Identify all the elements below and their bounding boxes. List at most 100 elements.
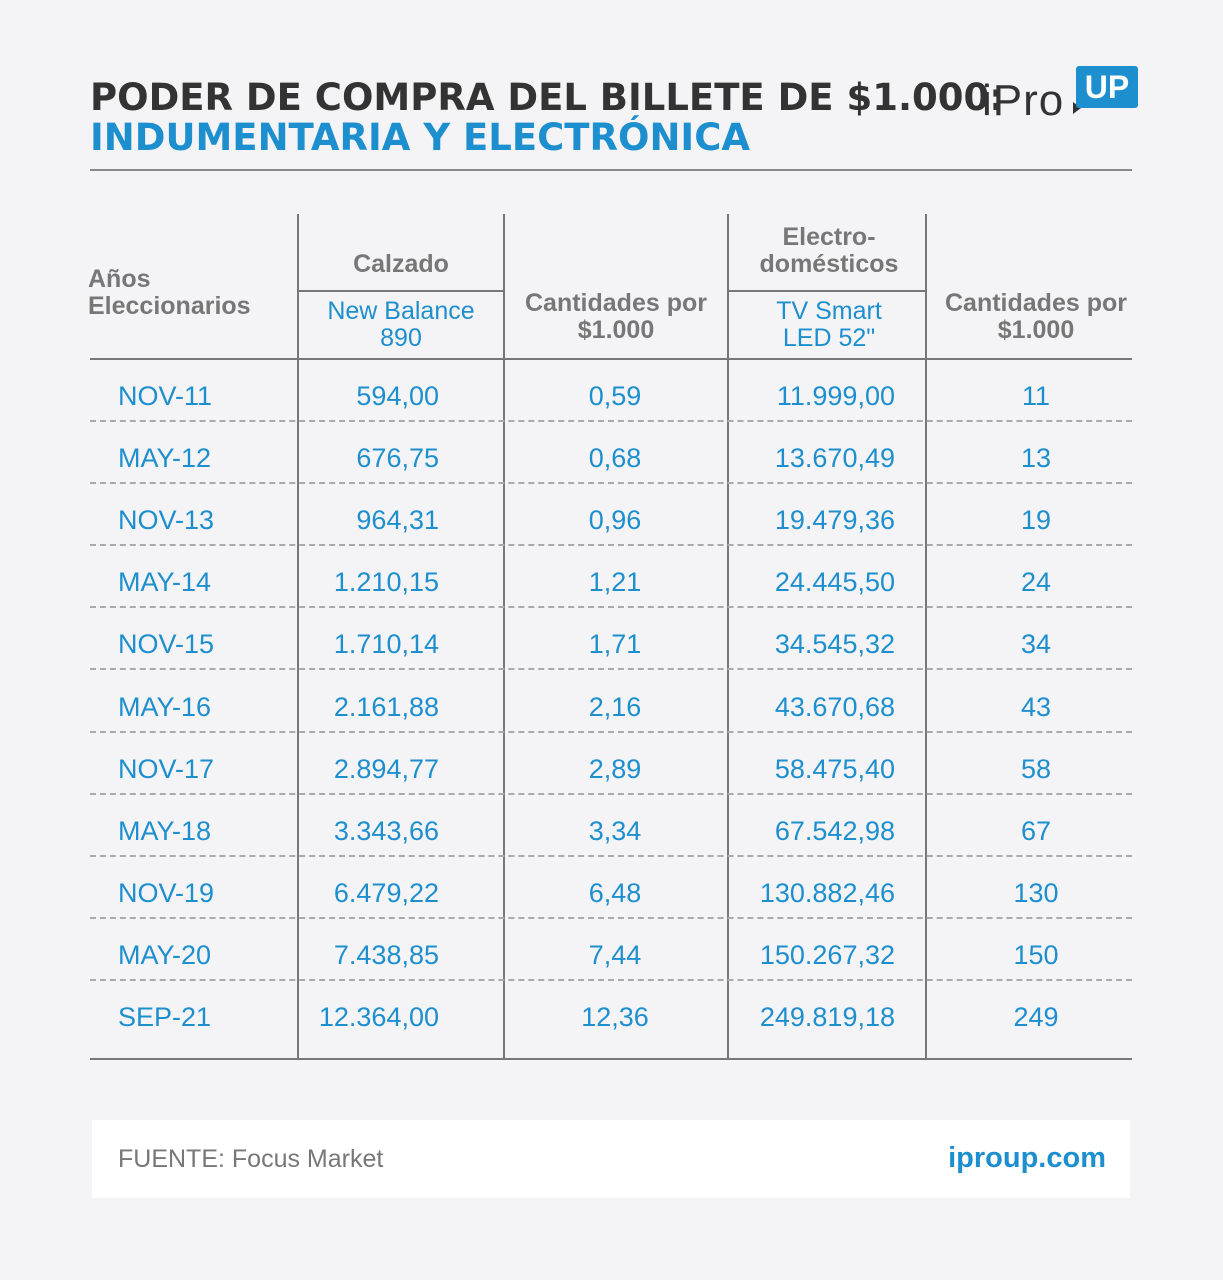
title-line-2: INDUMENTARIA Y ELECTRÓNICA (90, 116, 750, 159)
header-calzado: Calzado (353, 250, 449, 278)
table-row: SEP-21 12.364,00 12,36 249.819,18 249 (90, 981, 1132, 1043)
year-cell: MAY-12 (118, 443, 212, 474)
tv-qty-cell: 67 (1020, 815, 1052, 846)
calzado-price-cell: 1.710,14 (333, 629, 439, 660)
tv-price-cell: 150.267,32 (759, 939, 895, 970)
table-row: MAY-20 7.438,85 7,44 150.267,32 150 (90, 919, 1132, 981)
site-link[interactable]: iproup.com (948, 1142, 1106, 1174)
calzado-price-cell: 964,31 (356, 505, 439, 536)
header-cantidades-2: Cantidades por $1.000 (945, 289, 1127, 344)
table-row: NOV-15 1.710,14 1,71 34.545,32 34 (90, 608, 1132, 671)
calzado-qty-cell: 0,96 (588, 505, 642, 536)
year-cell: NOV-13 (118, 505, 215, 536)
tv-qty-cell: 34 (1020, 629, 1052, 660)
table-row: NOV-17 2.894,77 2,89 58.475,40 58 (90, 733, 1132, 795)
row-divider (90, 420, 1132, 422)
column-divider (297, 214, 299, 1060)
logo-badge: UP (1076, 66, 1138, 108)
calzado-qty-cell: 2,16 (588, 691, 642, 722)
tv-price-cell: 13.670,49 (774, 443, 895, 474)
row-divider (90, 978, 1132, 981)
calzado-price-cell: 594,00 (356, 381, 439, 411)
tv-qty-cell: 249 (1013, 1002, 1059, 1032)
tv-price-cell: 11.999,00 (776, 381, 895, 411)
header-electrodomesticos: Electro-domésticos (759, 223, 899, 278)
row-divider (90, 482, 1132, 485)
calzado-price-cell: 7.438,85 (333, 939, 439, 970)
table-row: NOV-19 6.479,22 6,48 130.882,46 130 (90, 857, 1132, 919)
row-divider (90, 854, 1132, 857)
tv-price-cell: 24.445,50 (774, 567, 895, 598)
row-divider (90, 730, 1132, 733)
page-title: PODER DE COMPRA DEL BILLETE DE $1.000: I… (90, 78, 1004, 158)
year-cell: MAY-14 (118, 567, 212, 598)
calzado-price-cell: 3.343,66 (333, 815, 439, 846)
header-new-balance: New Balance 890 (327, 297, 475, 352)
calzado-qty-cell: 3,34 (588, 815, 642, 846)
year-cell: MAY-16 (118, 691, 212, 722)
table-row: NOV-13 964,31 0,96 19.479,36 19 (90, 484, 1132, 547)
calzado-qty-cell: 7,44 (588, 939, 642, 970)
calzado-qty-cell: 2,89 (588, 753, 642, 784)
column-divider (925, 214, 927, 1060)
row-divider (90, 916, 1132, 919)
row-divider (90, 668, 1132, 671)
tv-qty-cell: 43 (1020, 691, 1052, 722)
title-line-1: PODER DE COMPRA DEL BILLETE DE $1.000: (90, 76, 1005, 119)
header-tv-smart: TV Smart LED 52" (776, 297, 882, 352)
calzado-price-cell: 2.161,88 (333, 691, 439, 722)
calzado-price-cell: 2.894,77 (333, 753, 439, 784)
tv-price-cell: 58.475,40 (774, 753, 895, 784)
data-table: Años Eleccionarios Calzado New Balance 8… (88, 214, 1132, 1060)
tv-price-cell: 19.479,36 (774, 505, 895, 536)
header-group-divider (299, 290, 503, 292)
row-divider (90, 792, 1132, 795)
header-divider (90, 358, 1132, 360)
tv-qty-cell: 58 (1020, 753, 1052, 784)
calzado-qty-cell: 1,21 (588, 567, 642, 598)
source-note: FUENTE: Focus Market (118, 1145, 384, 1173)
calzado-price-cell: 1.210,15 (333, 567, 439, 598)
logo-pin-icon (1073, 102, 1081, 114)
tv-qty-cell: 13 (1020, 443, 1052, 474)
tv-price-cell: 249.819,18 (759, 1002, 895, 1032)
year-cell: MAY-18 (118, 815, 212, 846)
tv-price-cell: 130.882,46 (759, 877, 895, 908)
row-divider (90, 606, 1132, 609)
tv-qty-cell: 24 (1020, 567, 1052, 598)
header-years: Años Eleccionarios (88, 265, 251, 320)
tv-qty-cell: 11 (1021, 381, 1051, 411)
column-divider (727, 214, 729, 1060)
calzado-qty-cell: 1,71 (588, 629, 642, 660)
footer: FUENTE: Focus Market iproup.com (92, 1120, 1130, 1198)
logo-text: iPro (982, 76, 1065, 125)
table-row: NOV-11 594,00 0,59 11.999,00 11 (90, 360, 1132, 422)
calzado-qty-cell: 6,48 (588, 877, 642, 908)
tv-qty-cell: 130 (1013, 877, 1059, 908)
tv-price-cell: 67.542,98 (774, 815, 895, 846)
tv-price-cell: 34.545,32 (774, 629, 895, 660)
table-row: MAY-14 1.210,15 1,21 24.445,50 24 (90, 546, 1132, 609)
table-row: MAY-18 3.343,66 3,34 67.542,98 67 (90, 795, 1132, 857)
year-cell: SEP-21 (118, 1002, 212, 1032)
table-bottom-rule (90, 1058, 1132, 1060)
title-divider (90, 169, 1132, 171)
year-cell: NOV-15 (118, 629, 215, 660)
iproup-logo: iPro UP (982, 66, 1142, 126)
header-cantidades-1: Cantidades por $1.000 (525, 289, 707, 344)
tv-qty-cell: 19 (1020, 505, 1052, 536)
year-cell: NOV-17 (118, 753, 215, 784)
year-cell: NOV-11 (118, 381, 213, 411)
column-divider (503, 214, 505, 1060)
year-cell: MAY-20 (118, 939, 212, 970)
calzado-qty-cell: 0,59 (588, 381, 642, 411)
year-cell: NOV-19 (118, 877, 215, 908)
row-divider (90, 544, 1132, 547)
tv-qty-cell: 150 (1013, 939, 1059, 970)
table-row: MAY-12 676,75 0,68 13.670,49 13 (90, 422, 1132, 485)
header-group-divider (729, 290, 925, 292)
tv-price-cell: 43.670,68 (774, 691, 895, 722)
calzado-price-cell: 12.364,00 (318, 1002, 439, 1032)
table-row: MAY-16 2.161,88 2,16 43.670,68 43 (90, 671, 1132, 733)
calzado-price-cell: 6.479,22 (333, 877, 439, 908)
